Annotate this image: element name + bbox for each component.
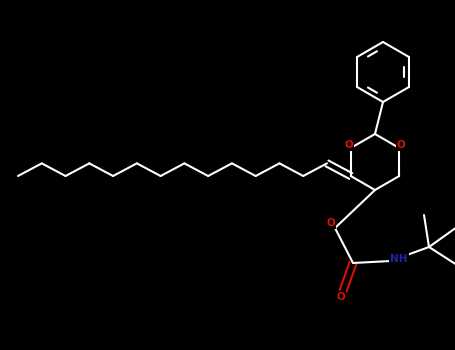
Text: O: O [397, 140, 405, 150]
Text: O: O [337, 292, 345, 302]
Text: O: O [344, 140, 353, 150]
Text: O: O [327, 218, 335, 228]
Text: NH: NH [390, 254, 408, 264]
